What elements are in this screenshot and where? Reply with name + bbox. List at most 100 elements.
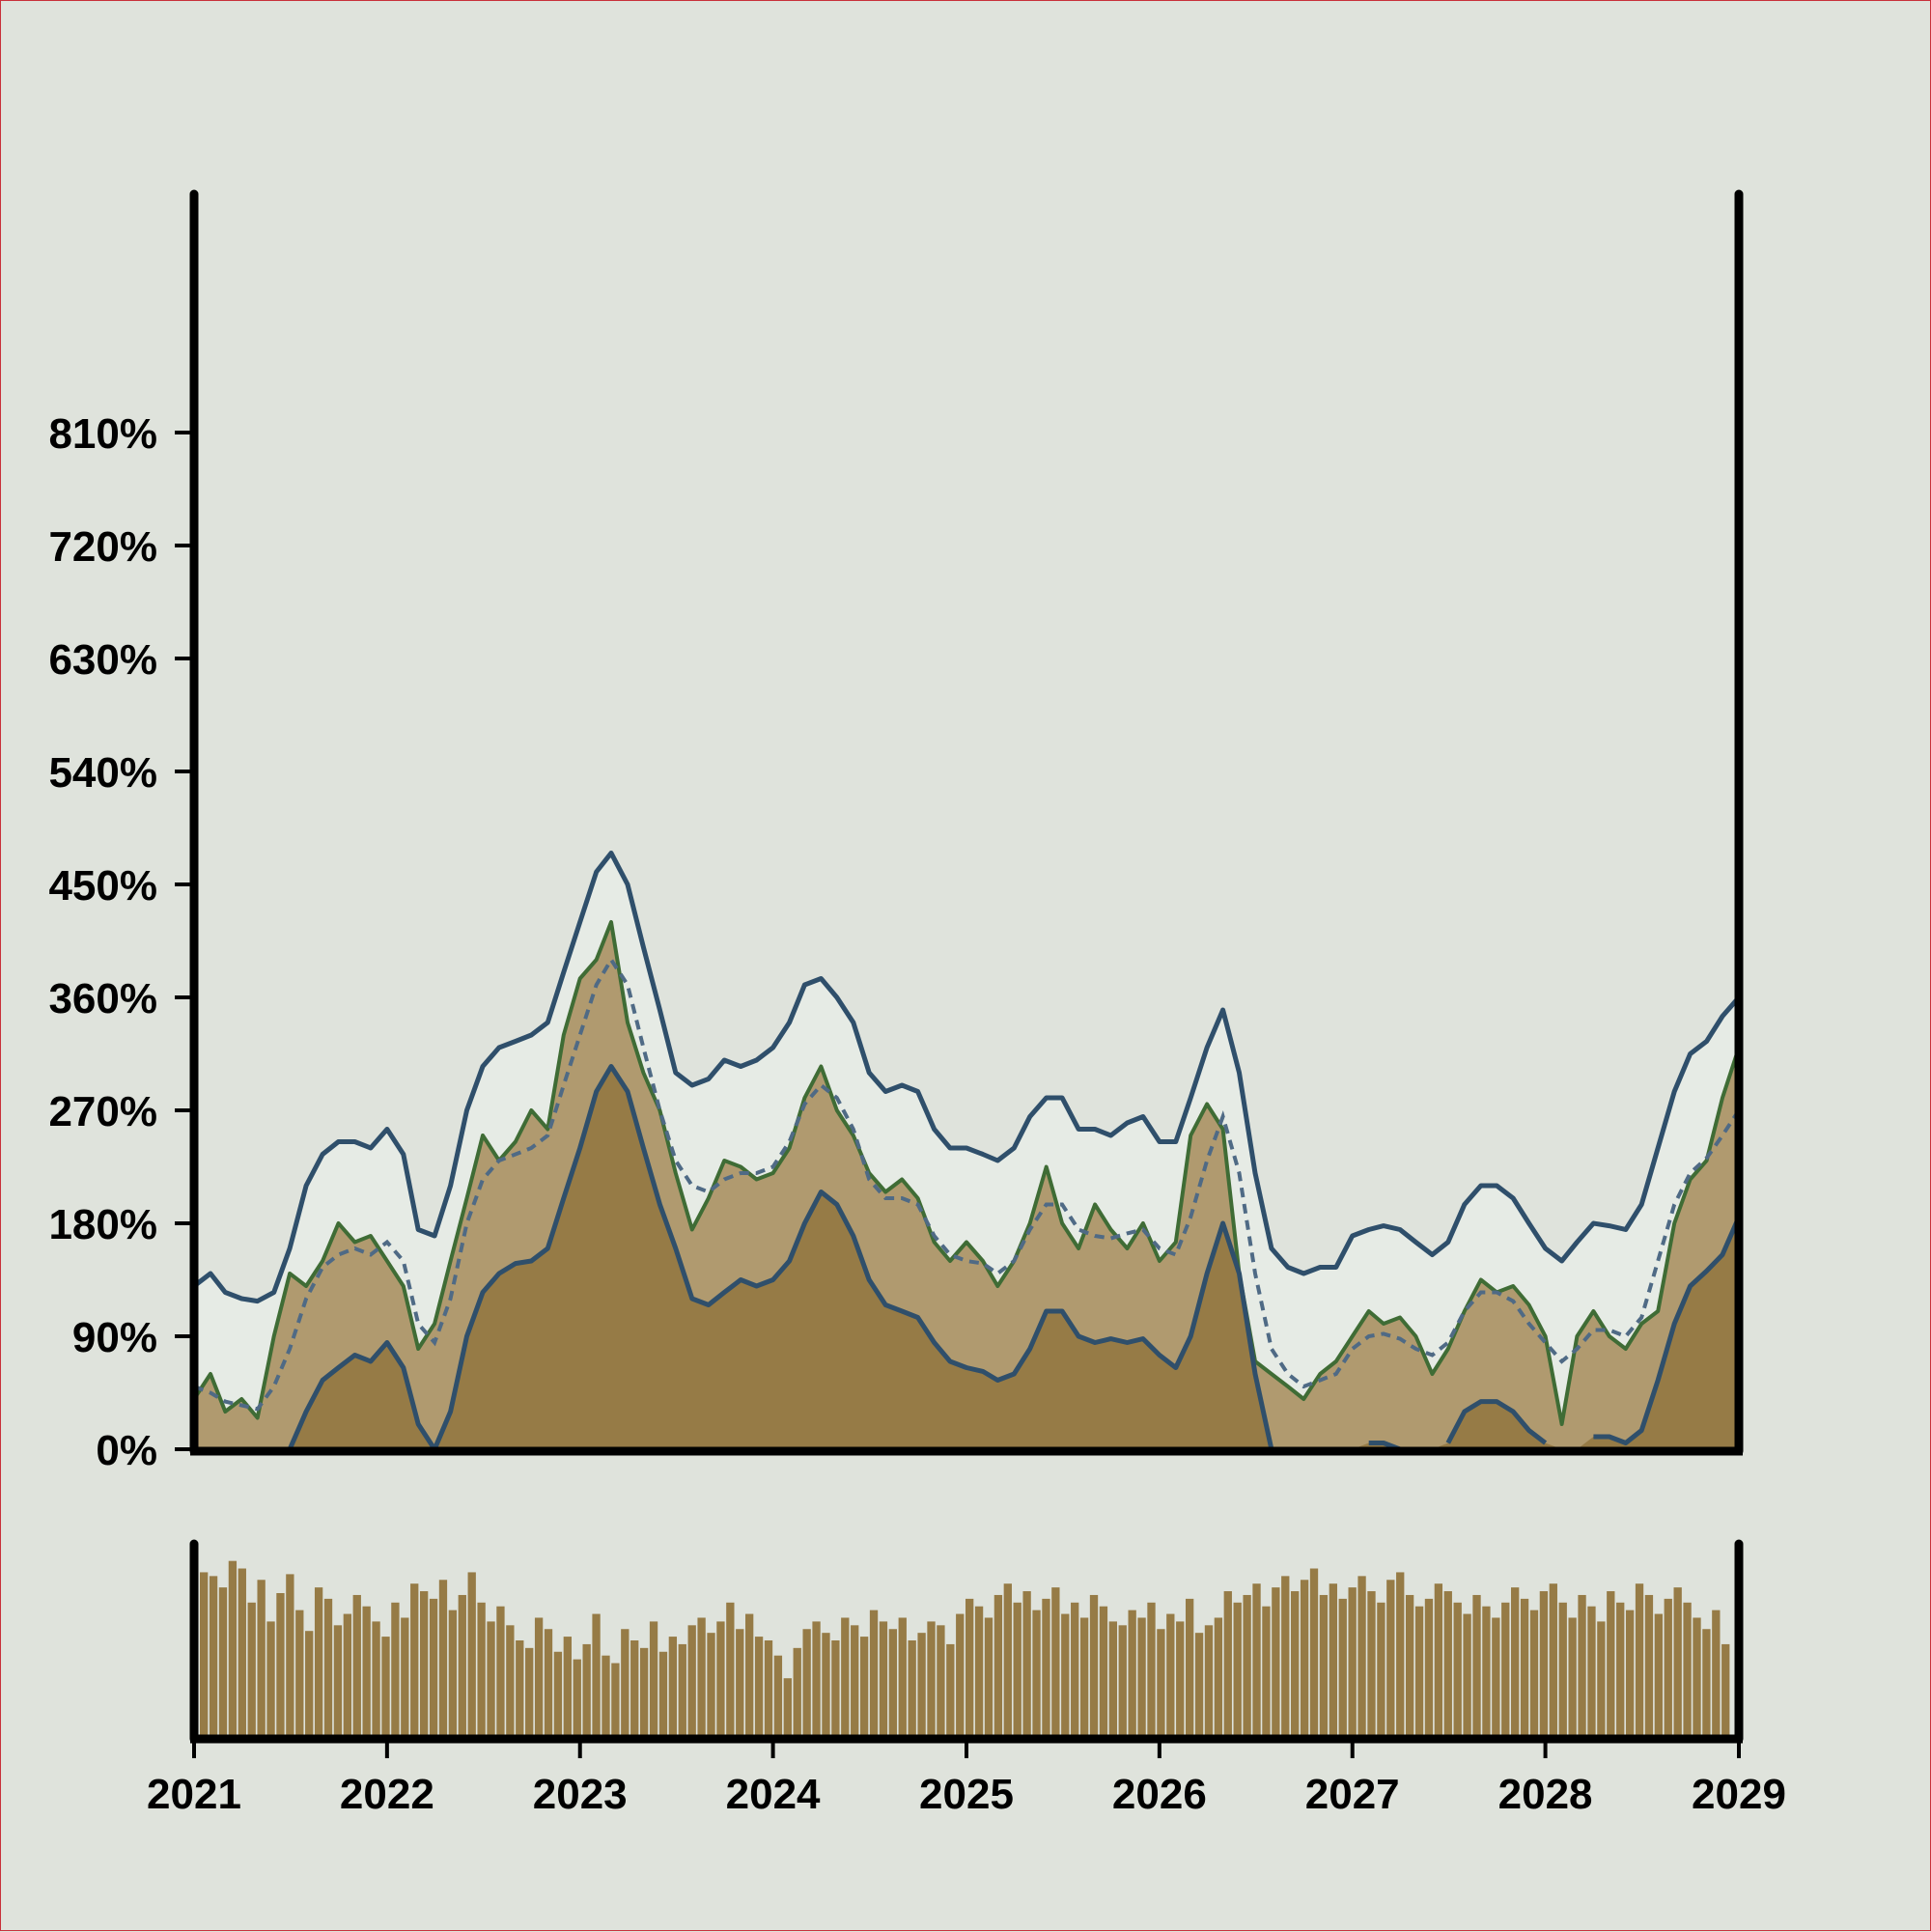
volume-bar (764, 1640, 773, 1735)
x-tick-label: 2028 (1498, 1771, 1593, 1818)
volume-bar (525, 1647, 534, 1735)
volume-bar (1319, 1594, 1329, 1735)
volume-bar (946, 1643, 955, 1735)
volume-bar (314, 1587, 323, 1735)
volume-bar (1405, 1594, 1414, 1735)
volume-bar (266, 1621, 275, 1735)
volume-bar (448, 1610, 458, 1735)
volume-bar (1185, 1598, 1194, 1735)
volume-bar (630, 1640, 639, 1735)
volume-bar (438, 1580, 448, 1735)
volume-bar (1291, 1591, 1300, 1735)
volume-bar (869, 1610, 879, 1735)
volume-bar (974, 1606, 984, 1735)
y-tick-label: 810% (48, 410, 157, 458)
lower-band-line (287, 1064, 1742, 1452)
y-tick-label: 180% (48, 1201, 157, 1248)
x-tick-label: 2021 (147, 1771, 241, 1818)
volume-bar (1147, 1602, 1156, 1735)
volume-bar (707, 1633, 715, 1735)
volume-bar (1118, 1625, 1127, 1735)
volume-bar (1108, 1621, 1117, 1735)
volume-bar (218, 1587, 228, 1735)
volume-bar (716, 1621, 725, 1735)
volume-bar (391, 1602, 400, 1735)
volume-bar (401, 1617, 409, 1735)
y-tick-label: 720% (48, 523, 157, 571)
volume-bar (1233, 1602, 1242, 1735)
volume-bar (783, 1678, 792, 1735)
volume-bar (1137, 1617, 1146, 1735)
volume-bar (372, 1621, 380, 1735)
volume-bar (1520, 1598, 1529, 1735)
volume-bar (1702, 1629, 1711, 1735)
volume-bar (966, 1598, 974, 1735)
volume-bar (362, 1606, 371, 1735)
y-tick-label: 630% (48, 636, 157, 684)
volume-bar (1511, 1587, 1520, 1735)
volume-bar (1386, 1580, 1395, 1735)
volume-bar (841, 1617, 850, 1735)
volume-bar (602, 1655, 610, 1735)
y-tick-label: 90% (72, 1314, 157, 1361)
volume-bar (352, 1594, 361, 1735)
volume-bar (1683, 1602, 1692, 1735)
volume-bar (1472, 1594, 1481, 1735)
volume-bar (956, 1613, 965, 1735)
volume-bar (831, 1640, 840, 1735)
volume-bar (1377, 1602, 1385, 1735)
volume-bar (381, 1637, 390, 1735)
volume-bar (1051, 1587, 1060, 1735)
volume-bar (993, 1594, 1003, 1735)
volume-bar (1157, 1629, 1165, 1735)
chart-axes (189, 189, 1744, 1744)
volume-bar (668, 1637, 678, 1735)
volume-bar (754, 1637, 764, 1735)
volume-bar (726, 1602, 735, 1735)
volume-bar (1003, 1583, 1012, 1735)
volume-bar (1539, 1591, 1549, 1735)
volume-bar (793, 1647, 801, 1735)
volume-bar (879, 1621, 888, 1735)
volume-bar (1099, 1606, 1108, 1735)
x-tick-label: 2024 (726, 1771, 821, 1818)
lower-band-area (194, 1066, 1739, 1449)
volume-bar (1654, 1613, 1664, 1735)
volume-bar (582, 1643, 591, 1735)
volume-bar (1443, 1591, 1452, 1735)
volume-bar (639, 1647, 649, 1735)
volume-bar (888, 1629, 898, 1735)
volume-bar (1089, 1594, 1099, 1735)
x-tick-label: 2027 (1305, 1771, 1400, 1818)
volume-bar (257, 1580, 266, 1735)
volume-bar (467, 1572, 476, 1735)
volume-bar (697, 1617, 706, 1735)
volume-bar (1578, 1594, 1586, 1735)
volume-bar (1673, 1587, 1682, 1735)
volume-bar (1281, 1576, 1290, 1735)
volume-bar (1693, 1617, 1701, 1735)
volume-bar (1396, 1572, 1405, 1735)
volume-bar (859, 1637, 869, 1735)
x-tick-label: 2026 (1112, 1771, 1207, 1818)
volume-bar (1128, 1610, 1136, 1735)
volume-bar (1357, 1576, 1366, 1735)
volume-bar (506, 1625, 515, 1735)
volume-bar (1204, 1625, 1214, 1735)
volume-bar (1616, 1602, 1625, 1735)
volume-bar (822, 1633, 830, 1735)
volume-bar (611, 1663, 620, 1735)
x-tick-label: 2023 (533, 1771, 628, 1818)
volume-bar (544, 1629, 553, 1735)
volume-bar (1252, 1583, 1261, 1735)
volume-bar (984, 1617, 993, 1735)
volume-bar (802, 1629, 811, 1735)
volume-bar (1022, 1591, 1031, 1735)
volume-bar (1032, 1610, 1041, 1735)
volume-bar (1625, 1610, 1635, 1735)
volume-bar (419, 1591, 429, 1735)
volume-bar (1262, 1606, 1271, 1735)
volume-bar (1300, 1580, 1309, 1735)
volume-bar (516, 1640, 524, 1735)
volume-bar (1042, 1598, 1050, 1735)
